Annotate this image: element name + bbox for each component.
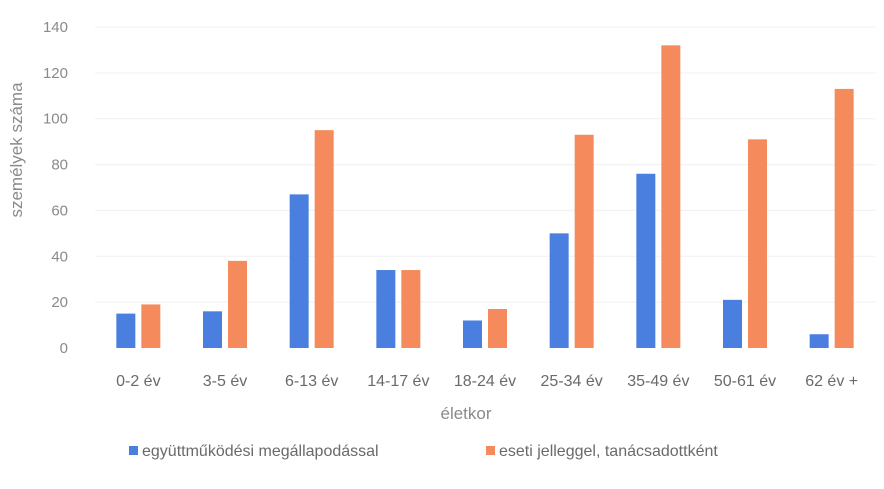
bar-series-1 (376, 270, 396, 348)
legend-label-series-2: eseti jelleggel, tanácsadottként (499, 443, 718, 460)
legend-swatch-series-1 (129, 446, 138, 455)
legend: együttműködési megállapodással eseti jel… (129, 443, 718, 460)
y-tick-label: 100 (43, 111, 68, 128)
bar-series-1 (636, 173, 656, 348)
bar-series-2 (574, 134, 594, 348)
gridlines (95, 26, 875, 303)
legend-swatch-series-2 (486, 446, 495, 455)
bar-series-2 (748, 139, 767, 348)
bar-series-1 (549, 233, 569, 348)
x-tick-label: 62 év + (805, 373, 858, 390)
bar-series-1 (203, 311, 222, 348)
x-axis-ticks: 0-2 év 3-5 év 6-13 év 14-17 év 18-24 év 25-34… (116, 373, 858, 390)
bar-series-2 (488, 309, 507, 348)
bar-series-2 (834, 88, 854, 349)
y-tick-label: 80 (51, 157, 68, 174)
bar-series-1 (116, 313, 136, 348)
y-tick-label: 140 (43, 19, 68, 36)
x-tick-label: 18-24 év (454, 373, 516, 390)
y-tick-label: 60 (51, 202, 68, 219)
x-tick-label: 50-61 év (714, 373, 776, 390)
y-axis-ticks: 0 20 40 60 80 100 120 140 (43, 19, 68, 357)
x-axis-title: életkor (440, 404, 491, 423)
legend-label-series-1: együttműködési megállapodással (142, 443, 379, 460)
bars (116, 45, 854, 349)
bar-series-2 (661, 45, 681, 348)
bar-series-1 (289, 194, 309, 348)
y-tick-label: 20 (51, 294, 68, 311)
bar-series-2 (141, 304, 161, 348)
x-tick-label: 0-2 év (116, 373, 160, 390)
bar-series-1 (723, 299, 742, 348)
x-tick-label: 6-13 év (285, 373, 338, 390)
bar-series-2 (314, 130, 334, 348)
y-axis-title: személyek száma (7, 82, 26, 218)
y-tick-label: 0 (60, 340, 68, 357)
bar-series-1 (809, 334, 829, 348)
y-tick-label: 120 (43, 65, 68, 82)
bar-series-2 (228, 260, 247, 348)
x-tick-label: 3-5 év (203, 373, 247, 390)
x-tick-label: 14-17 év (367, 373, 429, 390)
x-tick-label: 25-34 év (541, 373, 603, 390)
x-tick-label: 35-49 év (627, 373, 689, 390)
bar-series-2 (401, 270, 421, 348)
y-tick-label: 40 (51, 248, 68, 265)
bar-series-1 (463, 320, 482, 348)
